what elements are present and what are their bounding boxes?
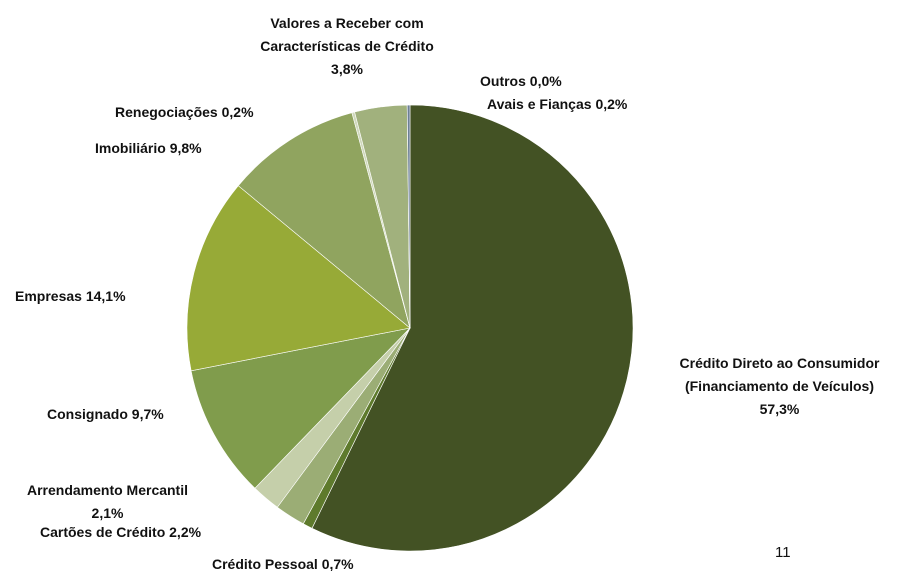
slice-name: Crédito Pessoal — [212, 556, 318, 571]
slice-name: Valores a Receber com Características de… — [260, 15, 434, 54]
slice-name: Cartões de Crédito — [40, 524, 166, 540]
slice-label: Cartões de Crédito 2,2% — [40, 521, 260, 544]
slice-value: 0,0% — [529, 73, 562, 89]
slice-name: Imobiliário — [95, 140, 166, 156]
slice-value: 9,8% — [169, 140, 202, 156]
slice-label: Avais e Fianças 0,2% — [487, 93, 687, 116]
slice-label: Consignado 9,7% — [47, 403, 247, 426]
slice-label: Arrendamento Mercantil 2,1% — [20, 479, 195, 525]
slice-name: Arrendamento Mercantil — [26, 482, 189, 498]
slice-label: Outros 0,0% — [480, 70, 680, 93]
slice-name: Renegociações — [115, 104, 218, 120]
slice-name: Avais e Fianças — [487, 96, 592, 112]
slice-name: Crédito Direto ao Consumidor (Financiame… — [679, 355, 880, 394]
pie-slice — [190, 327, 411, 489]
slice-label: Crédito Pessoal 0,7% — [212, 553, 412, 571]
slice-label: Imobiliário 9,8% — [95, 137, 295, 160]
slice-value: 2,2% — [169, 524, 202, 540]
slice-value: 2,1% — [91, 505, 124, 521]
page-number: 11 — [775, 544, 791, 561]
pie-slice — [406, 104, 411, 329]
slice-label: Valores a Receber com Características de… — [222, 12, 472, 81]
slice-value: 14,1% — [85, 288, 126, 304]
pie-slice — [186, 185, 411, 372]
slice-label: Renegociações 0,2% — [115, 101, 315, 124]
slice-label: Empresas 14,1% — [15, 285, 215, 308]
pie-slice — [311, 104, 634, 552]
slice-value: 3,8% — [331, 61, 363, 77]
slice-name: Empresas — [15, 288, 82, 304]
slice-name: Outros — [480, 73, 526, 89]
slice-name: Consignado — [47, 406, 128, 422]
slice-label: Crédito Direto ao Consumidor (Financiame… — [667, 352, 892, 421]
slice-value: 0,2% — [595, 96, 628, 112]
slice-value: 57,3% — [759, 401, 800, 417]
slice-value: 0,7% — [321, 556, 354, 571]
pie-slice — [237, 112, 411, 329]
slice-value: 0,2% — [221, 104, 254, 120]
slice-value: 9,7% — [131, 406, 164, 422]
